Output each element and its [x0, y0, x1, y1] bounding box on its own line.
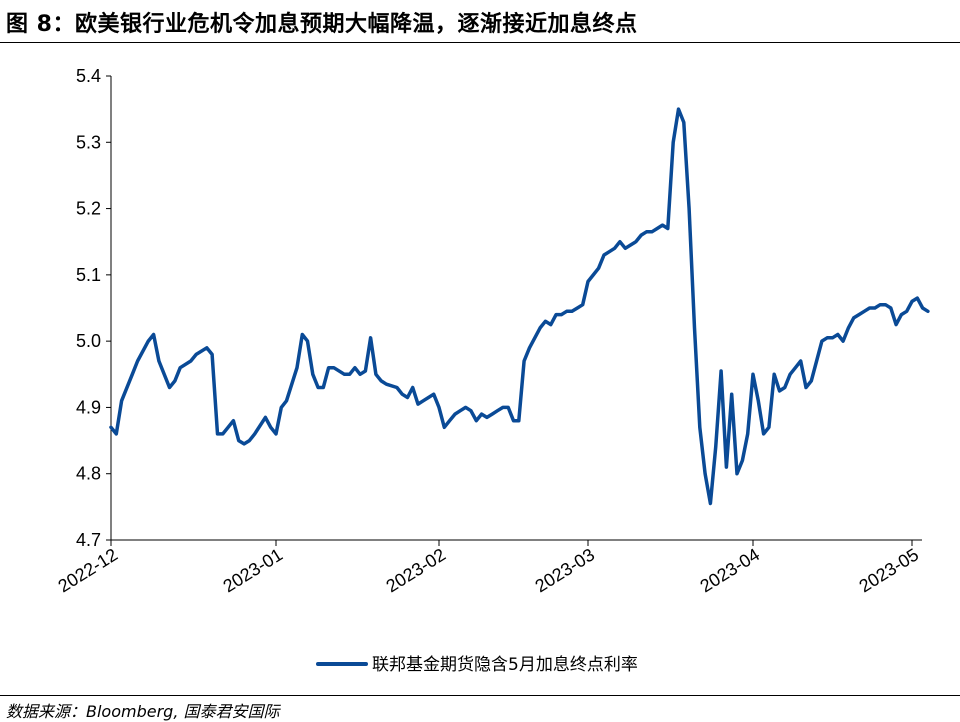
- x-tick-label: 2023-01: [219, 544, 286, 596]
- y-tick-label: 5.4: [76, 66, 101, 86]
- y-tick-label: 5.0: [76, 331, 101, 351]
- x-tick-label: 2023-04: [696, 544, 763, 596]
- legend: 联邦基金期货隐含5月加息终点利率: [316, 655, 638, 675]
- x-tick-label: 2023-03: [531, 544, 598, 596]
- plot-area: [109, 107, 930, 506]
- y-tick-label: 4.9: [76, 397, 101, 417]
- y-tick-label: 5.2: [76, 199, 101, 219]
- legend-label: 联邦基金期货隐含5月加息终点利率: [372, 655, 638, 675]
- series-line: [109, 107, 930, 506]
- title-bar: 图 8：欧美银行业危机令加息预期大幅降温，逐渐接近加息终点: [0, 0, 960, 44]
- source-note: 数据来源：Bloomberg, 国泰君安国际: [6, 702, 280, 721]
- chart-title: 图 8：欧美银行业危机令加息预期大幅降温，逐渐接近加息终点: [6, 12, 638, 37]
- y-tick-label: 5.3: [76, 132, 101, 152]
- source-divider: [0, 695, 960, 696]
- axes: 4.7 4.8 4.9 5.0 5.1 5.2 5.3 5.4 2022-12 2023-01 20…: [54, 66, 922, 596]
- x-tick-label: 2023-02: [382, 544, 449, 596]
- x-tick-label: 2022-12: [54, 544, 121, 596]
- x-tick-label: 2023-05: [855, 544, 922, 596]
- title-divider: [0, 42, 960, 43]
- y-tick-label: 5.1: [76, 265, 101, 285]
- y-tick-label: 4.8: [76, 464, 101, 484]
- y-tick-label: 4.7: [76, 530, 101, 550]
